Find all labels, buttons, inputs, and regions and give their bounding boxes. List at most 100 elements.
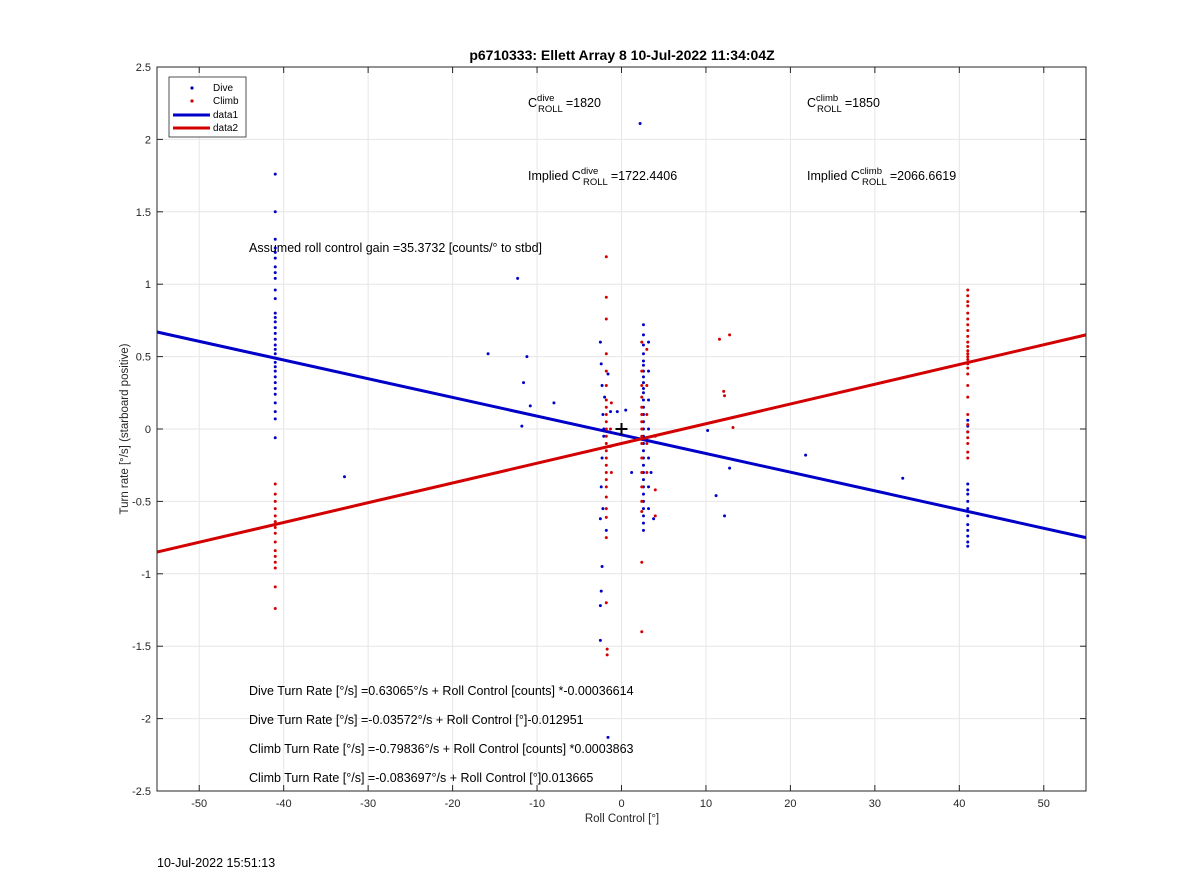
data-point-climb xyxy=(640,434,644,438)
data-point-dive xyxy=(641,375,645,379)
data-point-dive xyxy=(641,323,645,327)
data-point-climb xyxy=(640,427,644,431)
data-point-climb xyxy=(966,300,970,304)
data-point-climb xyxy=(604,427,608,431)
data-point-climb xyxy=(604,352,608,356)
data-point-climb xyxy=(604,413,608,417)
data-point-climb xyxy=(604,384,608,388)
data-point-dive xyxy=(966,540,970,544)
data-point-climb xyxy=(273,607,277,611)
x-tick-label: 20 xyxy=(784,798,796,810)
data-point-climb xyxy=(640,340,644,344)
data-point-dive xyxy=(641,352,645,356)
annotation-implied-climb: Implied Cclimb ROLL =2066.6619 xyxy=(807,166,956,188)
data-point-climb xyxy=(273,492,277,496)
data-point-climb xyxy=(728,333,732,337)
data-point-dive xyxy=(273,246,277,250)
data-point-dive xyxy=(630,470,634,474)
data-point-dive xyxy=(641,507,645,511)
data-point-dive xyxy=(603,395,607,399)
data-point-climb xyxy=(640,413,644,417)
data-point-dive xyxy=(638,121,642,125)
x-tick-label: -50 xyxy=(191,798,207,810)
origin-plus-marker xyxy=(615,423,628,435)
x-tick-label: 10 xyxy=(700,798,712,810)
data-point-dive xyxy=(486,352,490,356)
data-point-climb xyxy=(966,349,970,353)
data-point-dive xyxy=(966,528,970,532)
data-point-dive xyxy=(966,499,970,503)
y-tick-label: 0 xyxy=(145,424,151,436)
data-point-dive xyxy=(273,375,277,379)
data-point-dive xyxy=(606,372,610,376)
data-point-climb xyxy=(273,540,277,544)
x-tick-label: -30 xyxy=(360,798,376,810)
data-point-climb xyxy=(653,514,657,518)
data-point-climb xyxy=(273,507,277,511)
annotation-c-dive: Cdive ROLL =1820 xyxy=(528,93,601,115)
data-point-climb xyxy=(645,470,649,474)
data-point-dive xyxy=(552,401,556,405)
data-point-climb xyxy=(604,398,608,402)
data-point-climb xyxy=(604,405,608,409)
data-point-dive xyxy=(273,352,277,356)
data-point-dive xyxy=(641,398,645,402)
x-tick-label: 50 xyxy=(1038,798,1050,810)
data-point-climb xyxy=(966,323,970,327)
y-tick-label: -1.5 xyxy=(132,641,151,653)
data-point-climb xyxy=(966,340,970,344)
data-point-dive xyxy=(273,410,277,414)
legend[interactable]: Dive Climb data1 data2 xyxy=(168,76,247,138)
data-point-dive xyxy=(273,250,277,254)
x-tick-label: 0 xyxy=(618,798,624,810)
y-tick-label: 1.5 xyxy=(136,207,151,219)
data-point-climb xyxy=(966,334,970,338)
data-point-climb xyxy=(604,470,608,474)
data-point-climb xyxy=(640,384,644,388)
data-point-climb xyxy=(966,395,970,399)
data-point-dive xyxy=(728,466,732,470)
x-axis-label: Roll Control [°] xyxy=(585,813,659,825)
data-point-dive xyxy=(641,386,645,390)
data-point-dive xyxy=(273,276,277,280)
data-point-dive xyxy=(273,365,277,369)
data-point-dive xyxy=(273,210,277,214)
data-point-dive xyxy=(641,514,645,518)
data-point-dive xyxy=(641,521,645,525)
data-point-dive xyxy=(647,398,651,402)
print-timestamp: 10-Jul-2022 15:51:13 xyxy=(157,856,276,870)
legend-label-data2: data2 xyxy=(213,123,238,134)
data-point-dive xyxy=(804,453,808,457)
data-point-climb xyxy=(604,515,608,519)
data-point-dive xyxy=(520,424,524,428)
data-point-climb xyxy=(640,485,644,489)
data-point-dive xyxy=(647,456,651,460)
x-tick-label: -20 xyxy=(445,798,461,810)
data-point-climb xyxy=(966,355,970,359)
data-point-climb xyxy=(273,499,277,503)
data-point-climb xyxy=(605,647,609,651)
annotation-gain: Assumed roll control gain =35.3732 [coun… xyxy=(249,241,542,255)
data-point-dive xyxy=(273,297,277,301)
data-point-dive xyxy=(601,507,605,511)
data-point-climb xyxy=(966,430,970,434)
y-tick-label: 1 xyxy=(145,279,151,291)
data-point-climb xyxy=(966,384,970,388)
data-point-dive xyxy=(273,436,277,440)
data-point-climb xyxy=(273,566,277,570)
y-tick-label: -2 xyxy=(141,714,151,726)
data-point-dive xyxy=(273,347,277,351)
data-point-climb xyxy=(966,311,970,315)
data-point-dive xyxy=(602,434,606,438)
data-point-dive xyxy=(647,427,651,431)
data-point-climb xyxy=(966,362,970,366)
annotation-eq-dive-degrees: Dive Turn Rate [°/s] =-0.03572°/s + Roll… xyxy=(249,713,584,727)
data-layer xyxy=(156,121,1087,739)
data-point-dive xyxy=(528,404,532,408)
data-point-dive xyxy=(273,316,277,320)
data-point-dive xyxy=(273,265,277,269)
data-point-dive xyxy=(600,565,604,569)
data-point-climb xyxy=(640,456,644,460)
data-point-climb xyxy=(731,426,735,430)
